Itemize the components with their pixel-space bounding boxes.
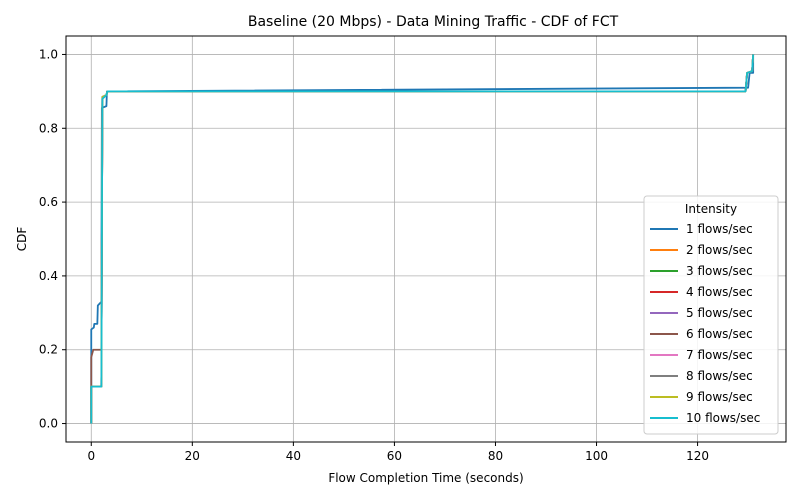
y-tick-label: 0.4	[39, 269, 58, 283]
y-tick-label: 0.8	[39, 121, 58, 135]
x-tick-label: 0	[87, 449, 95, 463]
series-group	[90, 54, 755, 424]
y-tick-label: 0.2	[39, 343, 58, 357]
x-tick-label: 80	[488, 449, 503, 463]
legend-title: Intensity	[685, 202, 737, 216]
legend-label: 8 flows/sec	[686, 369, 753, 383]
x-tick-label: 100	[585, 449, 608, 463]
plot-frame	[65, 35, 787, 443]
x-tick-label: 60	[387, 449, 402, 463]
x-tick-label: 20	[185, 449, 200, 463]
y-axis-ticks: 0.0 0.2 0.4 0.6 0.8 1.0	[39, 47, 66, 431]
x-axis-ticks: 0 20 40 60 80 100 120	[87, 442, 709, 463]
y-tick-label: 0.6	[39, 195, 58, 209]
legend-label: 4 flows/sec	[686, 285, 753, 299]
legend-label: 5 flows/sec	[686, 306, 753, 320]
x-axis-label: Flow Completion Time (seconds)	[328, 471, 523, 485]
y-tick-label: 0.0	[39, 417, 58, 431]
y-tick-label: 1.0	[39, 47, 58, 61]
x-tick-label: 40	[286, 449, 301, 463]
x-tick-label: 120	[686, 449, 709, 463]
legend-label: 7 flows/sec	[686, 348, 753, 362]
series-line-10	[90, 54, 755, 424]
legend-label: 2 flows/sec	[686, 243, 753, 257]
legend-label: 1 flows/sec	[686, 222, 753, 236]
legend-box	[643, 195, 779, 435]
legend-label: 9 flows/sec	[686, 390, 753, 404]
legend-label: 6 flows/sec	[686, 327, 753, 341]
legend: Intensity 1 flows/sec 2 flows/sec 3 flows/s…	[643, 195, 779, 435]
legend-label: 3 flows/sec	[686, 264, 753, 278]
chart-title: Baseline (20 Mbps) - Data Mining Traffic…	[248, 14, 619, 30]
y-axis-label: CDF	[15, 227, 29, 252]
legend-label: 10 flows/sec	[686, 411, 760, 425]
